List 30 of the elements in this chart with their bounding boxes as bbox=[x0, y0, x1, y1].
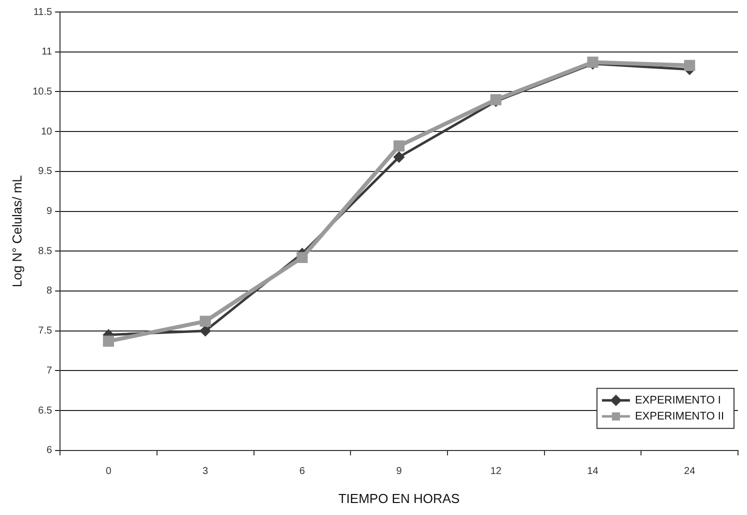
x-tick-label: 24 bbox=[684, 466, 696, 478]
x-tick-label: 6 bbox=[299, 466, 306, 478]
legend-label: EXPERIMENTO II bbox=[634, 410, 724, 422]
point bbox=[200, 316, 211, 327]
x-tick-label: 14 bbox=[587, 466, 599, 478]
y-tick-label: 7 bbox=[46, 365, 52, 376]
y-tick-label: 6.5 bbox=[38, 405, 52, 416]
point bbox=[102, 336, 114, 347]
y-tick-label: 8.5 bbox=[38, 246, 52, 257]
point bbox=[684, 60, 696, 71]
y-axis-title: Log N° Celulas/ mL bbox=[9, 175, 24, 288]
legend-label: EXPERIMENTO I bbox=[634, 394, 721, 406]
x-tick-label: 0 bbox=[106, 466, 112, 478]
y-tick-label: 10.5 bbox=[32, 86, 52, 98]
y-tick-label: 9.5 bbox=[38, 166, 52, 178]
point bbox=[200, 326, 211, 336]
x-tick-label: 12 bbox=[490, 466, 502, 478]
x-tick-label: 9 bbox=[396, 466, 402, 478]
point bbox=[393, 140, 405, 152]
point bbox=[296, 252, 308, 264]
y-tick-label: 8 bbox=[46, 286, 52, 297]
point bbox=[394, 152, 404, 162]
y-tick-label: 7.5 bbox=[38, 326, 52, 337]
x-axis-title: TIEMPO EN HORAS bbox=[338, 490, 460, 506]
y-tick-label: 11 bbox=[42, 46, 52, 58]
y-tick-label: 6 bbox=[46, 445, 52, 456]
y-tick-label: 10 bbox=[40, 126, 52, 138]
x-tick-label: 3 bbox=[202, 466, 209, 478]
y-tick-label: 9 bbox=[46, 206, 52, 218]
y-tick-label: 11.5 bbox=[33, 6, 52, 18]
